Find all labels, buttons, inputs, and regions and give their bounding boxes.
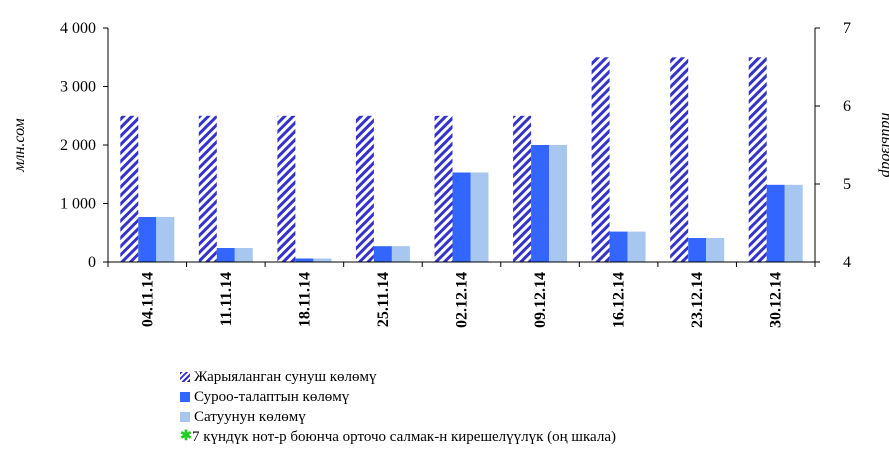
asterisk-icon: ✱ <box>180 429 192 444</box>
y-tick-label: 0 <box>88 254 96 271</box>
legend-label-sales: Сатуунун көлөмү <box>194 409 306 425</box>
x-tick-label: 23.12.14 <box>689 272 706 328</box>
y2-tick-label: 4 <box>843 254 851 271</box>
bar-sales-1 <box>234 248 253 262</box>
bar-sales-2 <box>313 258 332 262</box>
y-tick-label: 3 000 <box>60 79 96 96</box>
legend-label-supply: Жарыяланган сунуш көлөмү <box>194 369 377 385</box>
y2-tick-label: 6 <box>843 98 851 115</box>
axes-group: 04.11.14 11.11.14 18.11.14 25.11.14 02.12.14… <box>60 20 851 328</box>
bar-sales-8 <box>784 184 803 262</box>
bar-demand-1 <box>216 248 235 262</box>
x-tick-label: 30.12.14 <box>768 272 785 328</box>
legend-item-supply: Жарыяланган сунуш көлөмү <box>180 367 616 387</box>
legend-item-yield: ✱ 7 күндүк нот-р боюнча орточо салмак-н … <box>180 427 616 447</box>
bar-demand-3 <box>373 246 392 262</box>
bar-demand-7 <box>688 238 707 262</box>
y-tick-label: 2 000 <box>60 137 96 154</box>
bar-demand-5 <box>531 145 550 262</box>
bar-supply-6 <box>591 57 610 263</box>
bar-supply-5 <box>513 115 532 263</box>
bar-sales-4 <box>470 172 489 262</box>
bar-sales-7 <box>706 238 725 262</box>
blue-square-icon <box>180 392 190 402</box>
bar-supply-3 <box>355 115 374 263</box>
y-tick-label: 4 000 <box>60 20 96 37</box>
bar-demand-4 <box>452 172 471 262</box>
hatched-square-icon <box>180 372 190 382</box>
y-tick-label: 1 000 <box>60 196 96 213</box>
y-axis-title: млн.сом <box>11 118 28 172</box>
legend-label-demand: Суроо-талаптын көлөмү <box>194 389 350 405</box>
bar-supply-1 <box>198 115 217 263</box>
legend: Жарыяланган сунуш көлөмү Суроо-талаптын … <box>180 367 616 447</box>
x-tick-label: 09.12.14 <box>532 272 549 328</box>
bars-group <box>120 57 803 263</box>
bar-chart: 04.11.14 11.11.14 18.11.14 25.11.14 02.12.14… <box>11 20 889 328</box>
bar-supply-7 <box>670 57 689 263</box>
legend-item-sales: Сатуунун көлөмү <box>180 407 616 427</box>
bar-demand-6 <box>609 231 628 262</box>
legend-item-demand: Суроо-талаптын көлөмү <box>180 387 616 407</box>
bar-sales-3 <box>391 246 410 262</box>
bar-supply-4 <box>434 115 453 263</box>
bar-sales-0 <box>156 217 175 262</box>
bar-demand-8 <box>766 184 785 262</box>
x-tick-label: 16.12.14 <box>611 272 628 328</box>
x-tick-label: 02.12.14 <box>454 272 471 328</box>
bar-sales-6 <box>627 231 646 262</box>
bar-supply-8 <box>748 57 767 263</box>
bar-supply-2 <box>277 115 296 263</box>
x-tick-label: 18.11.14 <box>296 272 313 327</box>
y2-tick-label: 5 <box>843 176 851 193</box>
light-blue-square-icon <box>180 412 190 422</box>
x-tick-label: 25.11.14 <box>375 272 392 327</box>
bar-supply-0 <box>120 115 139 263</box>
y2-axis-title: пайыздар <box>878 113 889 178</box>
y2-tick-label: 7 <box>843 20 851 37</box>
x-tick-label: 04.11.14 <box>139 272 156 327</box>
bar-sales-5 <box>549 145 568 262</box>
bar-demand-2 <box>295 258 314 262</box>
bar-demand-0 <box>138 217 157 262</box>
x-tick-label: 11.11.14 <box>218 272 235 326</box>
legend-label-yield: 7 күндүк нот-р боюнча орточо салмак-н ки… <box>192 429 616 445</box>
